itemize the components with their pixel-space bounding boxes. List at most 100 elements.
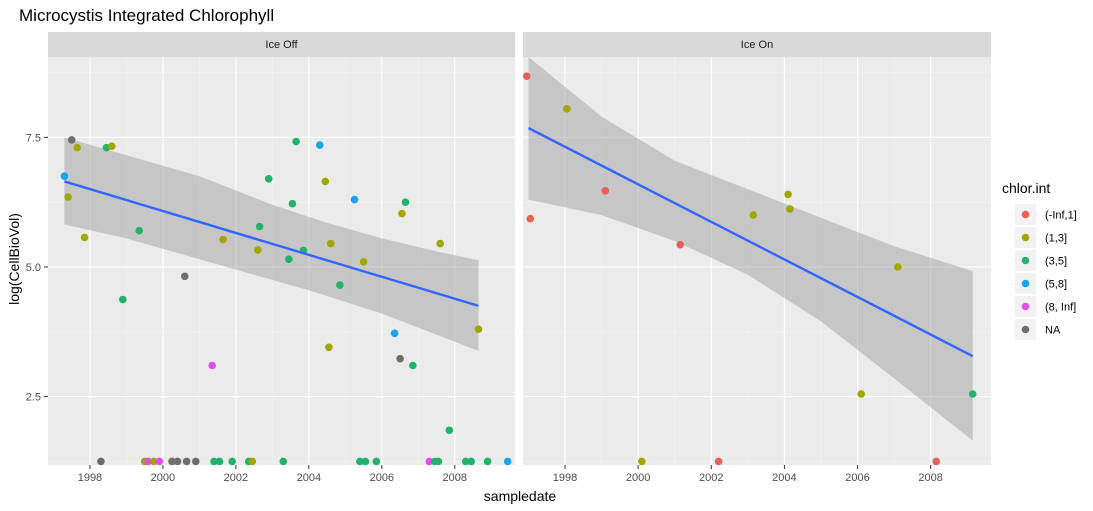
data-point	[749, 211, 758, 219]
x-axis-panel-2: 1998 2000 2002 2004 2006 2008	[553, 465, 943, 484]
legend: chlor.int (-Inf,1] (1,3] (3,5] (5,8] (8, Inf…	[1002, 180, 1077, 340]
data-point	[253, 246, 262, 254]
legend-item: (-Inf,1]	[1015, 204, 1077, 225]
data-point	[248, 457, 257, 466]
data-point	[316, 141, 324, 149]
panel-1: Ice Off	[48, 32, 515, 466]
data-point	[80, 233, 89, 242]
data-point	[483, 457, 492, 466]
legend-item-label: (-Inf,1]	[1045, 210, 1077, 222]
gridlines	[523, 57, 991, 465]
data-point	[67, 136, 76, 144]
legend-key-marker	[1021, 210, 1030, 219]
legend-item-label: (8, Inf]	[1045, 302, 1076, 314]
x-tick-label: 2008	[918, 472, 942, 484]
data-point	[434, 457, 443, 466]
data-point	[784, 190, 792, 199]
data-point	[144, 457, 153, 466]
data-point	[210, 457, 218, 466]
points	[60, 136, 512, 466]
data-point	[285, 255, 293, 263]
x-tick-label: 2004	[772, 472, 796, 484]
data-point	[288, 199, 297, 208]
x-axis-title: sampledate	[484, 488, 557, 504]
legend-keys: (-Inf,1] (1,3] (3,5] (5,8] (8, Inf] NA	[1015, 204, 1077, 340]
data-point	[398, 209, 406, 218]
legend-key-marker	[1021, 302, 1030, 311]
data-point	[932, 457, 940, 466]
data-point	[150, 457, 158, 466]
data-point	[255, 222, 264, 231]
x-axes: 1998 2000 2002 2004 2006 2008 1998 2000 2002 2004…	[78, 465, 943, 484]
data-point	[60, 172, 69, 180]
legend-key-marker	[1021, 233, 1030, 242]
confidence-band	[528, 57, 973, 441]
data-point	[321, 177, 330, 186]
trend-line	[64, 180, 479, 307]
points	[522, 72, 977, 466]
legend-item-label: NA	[1045, 325, 1061, 337]
data-point	[563, 105, 571, 113]
x-tick-label: 2004	[297, 472, 321, 484]
x-tick-label: 2006	[370, 472, 394, 484]
data-point	[361, 457, 370, 466]
legend-item: (5,8]	[1015, 273, 1067, 294]
facet-strip	[523, 32, 991, 57]
x-tick-label: 1998	[553, 472, 577, 484]
data-point	[401, 198, 410, 206]
facet-panels: Ice Off Ice On	[48, 32, 991, 466]
data-point	[445, 426, 454, 435]
data-point	[526, 214, 535, 223]
data-point	[64, 193, 72, 201]
data-point	[135, 226, 143, 235]
data-point	[208, 361, 216, 370]
data-point	[279, 457, 288, 466]
data-point	[168, 457, 176, 466]
data-point	[857, 390, 865, 398]
legend-key-marker	[1021, 325, 1030, 334]
data-point	[676, 240, 684, 249]
data-point	[327, 239, 335, 248]
data-point	[894, 263, 902, 271]
legend-item: (8, Inf]	[1015, 296, 1076, 317]
y-tick-label: 5.0	[26, 262, 41, 274]
data-point	[325, 343, 333, 352]
data-point	[192, 457, 200, 466]
data-point	[181, 272, 189, 281]
chart-title: Microcystis Integrated Chlorophyll	[19, 6, 274, 25]
x-tick-label: 2008	[443, 472, 467, 484]
x-tick-label: 1998	[78, 472, 102, 484]
data-point	[228, 457, 236, 466]
trend-line	[527, 126, 974, 358]
legend-key-marker	[1021, 256, 1030, 265]
y-axis-title: log(CellBioVol)	[6, 213, 22, 305]
legend-item-label: (1,3]	[1045, 233, 1067, 245]
data-point	[714, 457, 723, 466]
data-point	[522, 72, 531, 80]
data-point	[108, 142, 116, 150]
data-point	[292, 137, 300, 146]
data-point	[119, 295, 127, 304]
panel-2: Ice On	[522, 32, 991, 466]
x-axis-panel-1: 1998 2000 2002 2004 2006 2008	[78, 465, 467, 484]
data-point	[425, 457, 434, 466]
data-point	[467, 457, 476, 466]
data-point	[73, 143, 81, 152]
data-point	[390, 329, 399, 338]
data-point	[219, 235, 227, 244]
data-point	[396, 354, 404, 363]
legend-item-label: (3,5]	[1045, 256, 1067, 268]
data-point	[182, 457, 191, 466]
gridlines	[48, 57, 515, 465]
data-point	[173, 457, 182, 466]
facet-strip	[48, 32, 515, 57]
data-point	[356, 457, 364, 466]
data-point	[638, 457, 646, 466]
x-tick-label: 2002	[224, 472, 248, 484]
y-tick-label: 7.5	[26, 132, 41, 144]
x-tick-label: 2002	[699, 472, 723, 484]
data-point	[215, 457, 224, 466]
data-point	[461, 457, 470, 466]
data-point	[786, 205, 794, 213]
